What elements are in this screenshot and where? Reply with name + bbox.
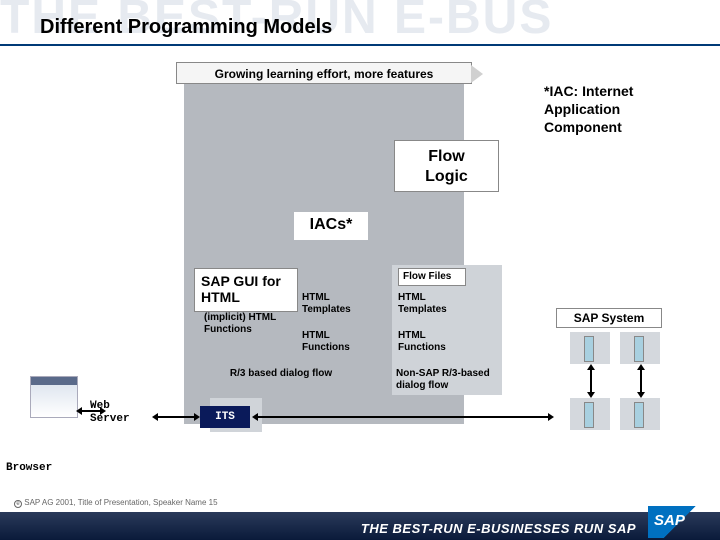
- arrow-module-1: [590, 370, 592, 392]
- arrow-its-sap: [258, 416, 548, 418]
- browser-label: Browser: [6, 462, 52, 474]
- html-functions-1: HTML Functions: [302, 330, 372, 354]
- web-server-label: Web Server: [90, 400, 152, 426]
- sap-module-3: [570, 398, 610, 430]
- footer-copy-text: SAP AG 2001, Title of Presentation, Spea…: [24, 498, 217, 507]
- r3-flow-label: R/3 based dialog flow: [196, 368, 366, 379]
- iacs-label: IACs*: [294, 212, 368, 240]
- footer-bar: THE BEST-RUN E-BUSINESSES RUN SAP: [0, 512, 720, 540]
- sap-logo: SAP: [648, 506, 712, 538]
- browser-icon: [30, 376, 78, 418]
- sap-module-4: [620, 398, 660, 430]
- arrow-web-its: [158, 416, 194, 418]
- html-templates-1: HTML Templates: [302, 292, 372, 316]
- sap-gui-sub: (implicit) HTML Functions: [204, 312, 284, 336]
- flow-files-cell: Flow Files: [398, 268, 466, 286]
- title-underline: [0, 44, 720, 46]
- copyright-icon: e: [14, 500, 22, 508]
- sap-logo-text: SAP: [654, 512, 685, 529]
- flow-logic-box: FlowLogic: [394, 140, 499, 192]
- iac-footnote: *IAC: Internet Application Component: [544, 82, 694, 136]
- growing-banner: Growing learning effort, more features: [176, 62, 472, 84]
- its-box: ITS: [200, 406, 250, 428]
- html-functions-2: HTML Functions: [398, 330, 468, 354]
- sap-module-1: [570, 332, 610, 364]
- html-templates-2: HTML Templates: [398, 292, 468, 316]
- page-title: Different Programming Models: [40, 16, 332, 39]
- sap-gui-box: SAP GUI for HTML: [194, 268, 298, 312]
- footer-tagline: THE BEST-RUN E-BUSINESSES RUN SAP: [361, 521, 636, 536]
- sap-system-box: SAP System: [556, 308, 662, 328]
- arrow-module-2: [640, 370, 642, 392]
- footer-copyright: e SAP AG 2001, Title of Presentation, Sp…: [14, 498, 218, 508]
- sap-module-2: [620, 332, 660, 364]
- non-sap-flow-label: Non-SAP R/3-based dialog flow: [396, 368, 496, 392]
